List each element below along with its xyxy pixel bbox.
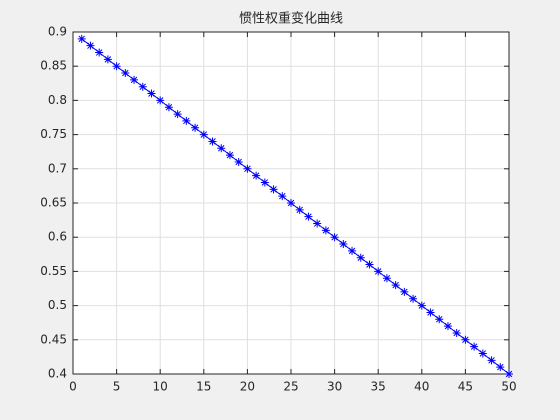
x-tick-label: 35: [371, 380, 386, 394]
star-marker: [313, 219, 322, 228]
star-marker: [356, 253, 365, 262]
star-marker: [191, 123, 200, 132]
star-marker: [321, 226, 330, 235]
star-marker: [269, 185, 278, 194]
axes-box: [72, 31, 510, 375]
star-marker: [330, 233, 339, 242]
star-marker: [365, 260, 374, 269]
star-marker: [260, 178, 269, 187]
y-tick-label: 0.8: [48, 93, 67, 107]
star-marker: [374, 267, 383, 276]
y-tick-label: 0.55: [40, 264, 67, 278]
star-marker: [199, 130, 208, 139]
star-marker: [95, 48, 104, 57]
star-marker: [86, 41, 95, 50]
star-marker: [77, 34, 86, 43]
x-tick-label: 50: [501, 380, 516, 394]
star-marker: [130, 75, 139, 84]
star-marker: [400, 287, 409, 296]
star-marker: [243, 164, 252, 173]
x-tick-label: 5: [113, 380, 121, 394]
x-tick-label: 30: [327, 380, 342, 394]
y-tick-label: 0.6: [48, 230, 67, 244]
star-marker: [147, 89, 156, 98]
star-marker: [461, 335, 470, 344]
star-marker: [435, 315, 444, 324]
y-tick-label: 0.4: [48, 367, 67, 381]
star-marker: [234, 157, 243, 166]
x-tick-label: 0: [69, 380, 77, 394]
star-marker: [348, 246, 357, 255]
star-marker: [409, 294, 418, 303]
star-marker: [121, 69, 130, 78]
x-tick-label: 45: [458, 380, 473, 394]
star-marker: [452, 328, 461, 337]
star-marker: [252, 171, 261, 180]
star-marker: [295, 205, 304, 214]
x-tick-label: 15: [196, 380, 211, 394]
star-marker: [391, 281, 400, 290]
y-tick-label: 0.75: [40, 127, 67, 141]
star-marker: [443, 322, 452, 331]
y-tick-label: 0.45: [40, 332, 67, 346]
star-marker: [505, 370, 513, 378]
y-tick-label: 0.85: [40, 59, 67, 73]
star-marker: [278, 192, 287, 201]
star-marker: [339, 240, 348, 249]
star-marker: [470, 342, 479, 351]
y-tick-label: 0.9: [48, 25, 67, 39]
x-tick-label: 40: [414, 380, 429, 394]
y-tick-label: 0.5: [48, 298, 67, 312]
star-marker: [173, 110, 182, 119]
x-tick-label: 10: [153, 380, 168, 394]
star-marker: [478, 349, 487, 358]
star-marker: [487, 356, 496, 365]
star-marker: [138, 82, 147, 91]
star-marker: [382, 274, 391, 283]
star-marker: [287, 199, 295, 207]
star-marker: [217, 144, 226, 153]
star-marker: [182, 116, 191, 125]
star-marker: [225, 151, 234, 160]
star-marker: [156, 96, 165, 105]
x-tick-label: 20: [240, 380, 255, 394]
star-marker: [164, 103, 173, 112]
star-marker: [417, 301, 426, 310]
star-marker: [208, 137, 217, 146]
star-marker: [112, 62, 121, 71]
star-marker: [496, 363, 505, 372]
chart-title: 惯性权重变化曲线: [239, 11, 343, 27]
x-tick-label: 25: [283, 380, 298, 394]
star-marker: [426, 308, 435, 317]
y-tick-label: 0.7: [48, 161, 67, 175]
star-marker: [103, 55, 112, 64]
y-tick-label: 0.65: [40, 196, 67, 210]
star-marker: [304, 212, 313, 221]
